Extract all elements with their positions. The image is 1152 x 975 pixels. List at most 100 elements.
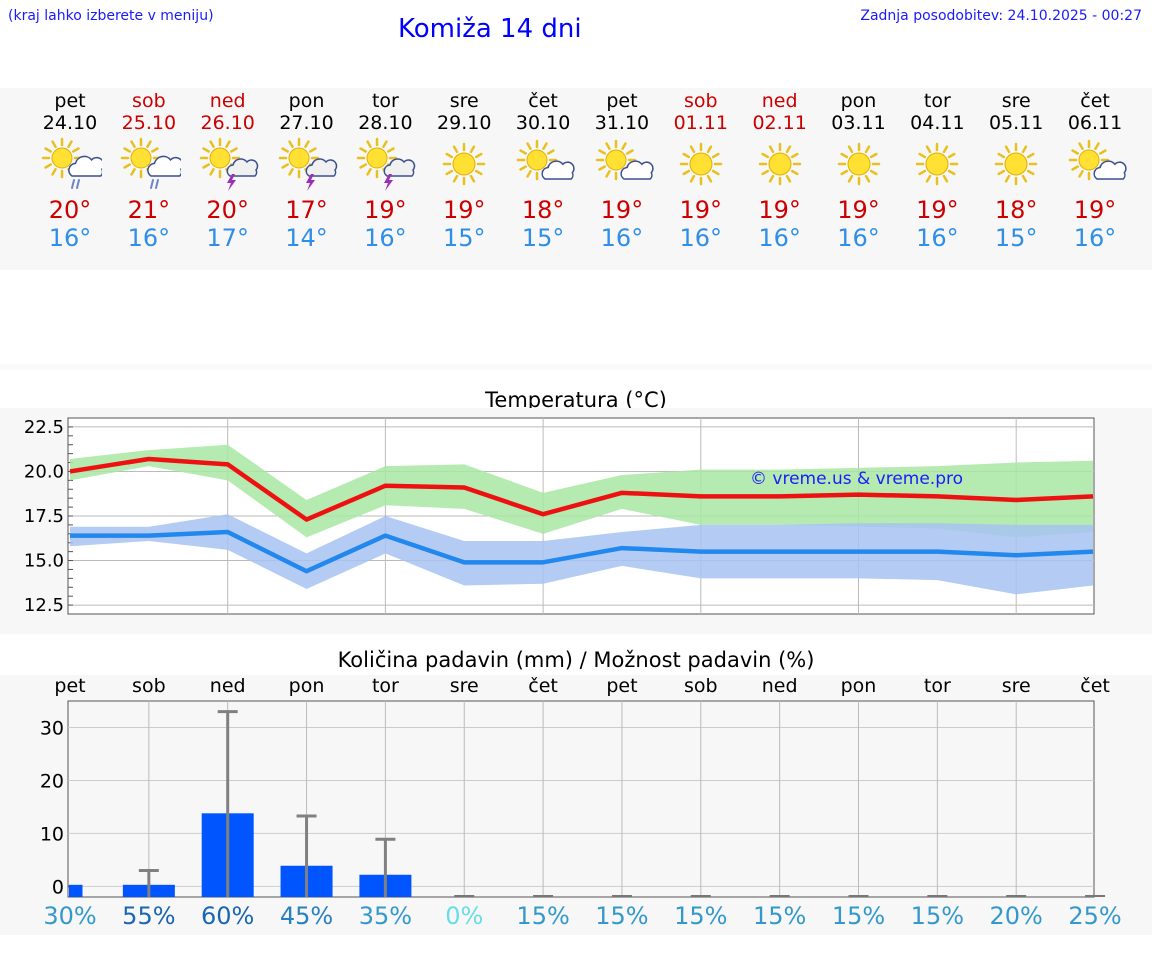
- day-name: čet: [1080, 90, 1110, 112]
- x-category-label: pon: [289, 675, 325, 697]
- day-date: 28.10: [358, 112, 413, 134]
- max-temperature: 20°: [48, 196, 92, 224]
- precipitation-chance: 55%: [122, 902, 176, 930]
- sun-cloud-rain-icon: [120, 137, 181, 189]
- min-temperature: 16°: [600, 224, 644, 252]
- x-category-label: čet: [1080, 675, 1110, 697]
- min-temperature-line: [70, 529, 1094, 574]
- max-temperature: 19°: [1073, 196, 1117, 224]
- x-category-label: sob: [132, 675, 166, 697]
- y-tick-label: 22.5: [24, 417, 64, 438]
- day-name: sre: [1001, 90, 1031, 112]
- day-name: sre: [449, 90, 479, 112]
- day-name: ned: [209, 90, 246, 112]
- max-temperature: 19°: [600, 196, 644, 224]
- min-temperature: 16°: [758, 224, 801, 252]
- precipitation-chance: 25%: [1068, 902, 1122, 930]
- day-column: pet 24.10 20° 16°: [30, 88, 110, 252]
- min-temperature: 17°: [206, 224, 249, 252]
- max-temperature: 19°: [679, 196, 723, 224]
- y-tick-label: 20: [40, 770, 64, 792]
- day-date: 05.11: [988, 112, 1044, 134]
- y-tick-label: 15.0: [24, 551, 64, 572]
- page-title: Komiža 14 dni: [398, 14, 582, 44]
- day-column: čet 06.11 19° 16°: [1055, 88, 1135, 252]
- min-temperature: 16°: [916, 224, 959, 252]
- max-temperature: 18°: [521, 196, 565, 224]
- day-date: 25.10: [121, 112, 177, 134]
- x-category-label: sob: [684, 675, 718, 697]
- max-temperature: 17°: [285, 196, 328, 224]
- max-temperature: 21°: [127, 196, 171, 224]
- day-date: 01.11: [673, 112, 728, 134]
- sun-icon: [443, 142, 486, 186]
- y-tick-label: 12.5: [24, 595, 64, 616]
- sun-cloud-thunder-icon: [357, 137, 416, 191]
- precipitation-bar: [69, 884, 83, 897]
- max-temperature: 18°: [994, 196, 1038, 224]
- precipitation-chance: 15%: [910, 902, 965, 930]
- sun-cloud-icon: [595, 139, 654, 181]
- day-date: 24.10: [42, 112, 98, 134]
- max-temperature: 19°: [364, 196, 407, 224]
- precipitation-chance: 60%: [201, 902, 255, 930]
- sun-cloud-icon: [516, 139, 575, 181]
- day-column: tor 04.11 19° 16°: [897, 88, 977, 252]
- day-name: pon: [840, 90, 877, 112]
- day-column: čet 30.10 18° 15°: [503, 88, 583, 252]
- day-column: pet 31.10 19° 16°: [582, 88, 662, 252]
- y-tick-label: 30: [40, 717, 64, 739]
- y-tick-label: 17.5: [24, 506, 64, 527]
- y-tick-label: 20.0: [24, 461, 64, 482]
- day-date: 02.11: [752, 112, 807, 134]
- temperature-chart: 22.5 20.0 17.5 15.0 12.5 © vreme.us & vreme.p…: [24, 417, 1095, 616]
- day-column: sre 05.11 18° 15°: [976, 88, 1056, 252]
- precipitation-chart: pet sob ned pon tor sre čet pet sob ned pon tor sre č…: [40, 675, 1110, 898]
- sun-icon: [679, 142, 723, 186]
- min-temperature: 14°: [285, 224, 328, 252]
- day-column: pon 03.11 19° 16°: [819, 88, 899, 252]
- x-category-label: tor: [924, 675, 951, 697]
- min-temperature: 16°: [837, 224, 880, 252]
- location-menu-hint: (kraj lahko izberete v meniju): [8, 8, 214, 24]
- forecast-band: [0, 88, 1152, 270]
- day-column: sre 29.10 19° 15°: [424, 88, 504, 252]
- sun-icon: [916, 142, 959, 186]
- sun-cloud-thunder-icon: [199, 137, 258, 191]
- day-column: tor 28.10 19° 16°: [345, 88, 425, 252]
- last-update-label: Zadnja posodobitev: 24.10.2025 - 00:27: [860, 8, 1142, 24]
- max-temperature: 19°: [758, 196, 801, 224]
- precipitation-chance: 20%: [989, 902, 1043, 930]
- day-date: 04.11: [910, 112, 965, 134]
- min-temperature: 16°: [127, 224, 171, 252]
- y-tick-label: 0: [52, 876, 64, 898]
- day-column: ned 26.10 20° 17°: [188, 88, 268, 252]
- sun-cloud-rain-icon: [41, 137, 102, 189]
- day-name: tor: [371, 90, 399, 112]
- day-name: pon: [288, 90, 325, 112]
- precipitation-chance: 15%: [595, 902, 649, 930]
- min-temperature: 16°: [48, 224, 92, 252]
- day-date: 30.10: [515, 112, 571, 134]
- min-temperature: 15°: [521, 224, 565, 252]
- sun-cloud-icon: [1068, 139, 1127, 181]
- day-name: pet: [54, 90, 86, 112]
- precipitation-chance: 15%: [831, 902, 886, 930]
- max-temperature: 19°: [442, 196, 486, 224]
- precipitation-chance: 35%: [358, 902, 413, 930]
- day-column: ned 02.11 19° 16°: [740, 88, 820, 252]
- min-temperature: 15°: [994, 224, 1038, 252]
- sun-cloud-thunder-icon: [278, 137, 337, 191]
- day-name: sob: [132, 90, 166, 112]
- max-temperature: 20°: [206, 196, 249, 224]
- sun-icon: [758, 142, 801, 186]
- y-tick-label: 10: [40, 823, 64, 845]
- x-category-label: sre: [1002, 675, 1031, 697]
- day-name: pet: [606, 90, 638, 112]
- day-date: 27.10: [279, 112, 334, 134]
- day-date: 29.10: [437, 112, 492, 134]
- x-category-label: ned: [210, 675, 246, 697]
- x-category-label: ned: [762, 675, 798, 697]
- x-category-label: pet: [54, 675, 85, 697]
- x-category-label: tor: [372, 675, 399, 697]
